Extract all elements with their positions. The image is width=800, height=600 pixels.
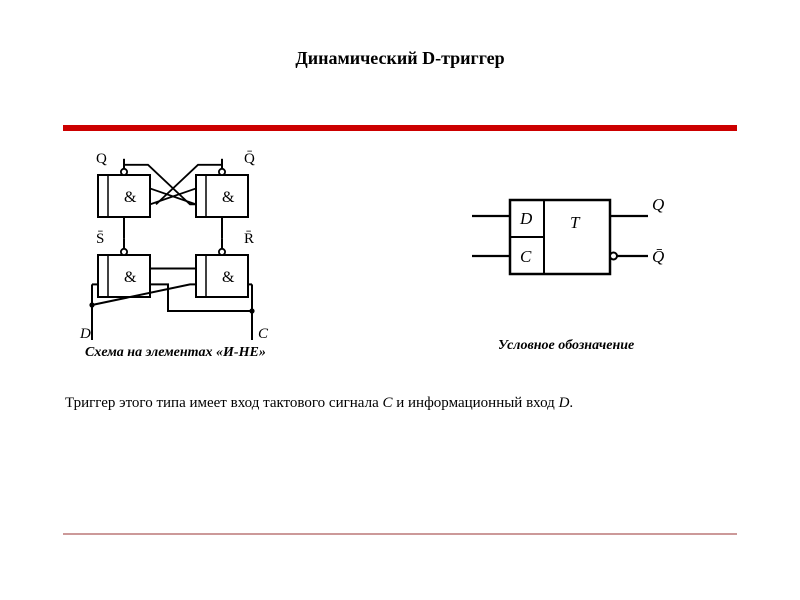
svg-text:D: D [519,209,533,228]
svg-text:D: D [79,326,91,342]
description-text: Триггер этого типа имеет вход тактового … [65,395,573,412]
desc-C: С [382,395,392,411]
svg-text:T: T [570,213,581,232]
svg-text:Q̄: Q̄ [652,247,664,266]
desc-prefix: Триггер этого типа имеет вход тактового … [65,395,382,411]
desc-suffix: . [569,395,573,411]
page-title: Динамический D-триггер [0,48,800,69]
svg-text:Q̄: Q̄ [244,151,255,167]
svg-text:&: & [222,189,235,206]
svg-text:S̄: S̄ [96,231,104,247]
caption-right: Условное обозначение [498,338,634,354]
svg-text:&: & [124,189,137,206]
svg-text:C: C [520,247,532,266]
footer-line [63,533,737,535]
desc-mid: и информационный вход [393,395,559,411]
caption-left: Схема на элементах «И-НЕ» [85,345,266,361]
svg-text:R̄: R̄ [244,231,254,247]
desc-D: D [559,395,570,411]
nand-schematic: & & & & Q Q̄ S̄ R̄ D C [70,148,290,343]
accent-bar [63,125,737,131]
svg-text:Q: Q [96,151,107,167]
symbolic-diagram: DC T Q Q̄ [460,185,680,295]
svg-text:&: & [222,269,235,286]
svg-text:Q: Q [652,195,664,214]
svg-text:C: C [258,326,269,342]
svg-text:&: & [124,269,137,286]
